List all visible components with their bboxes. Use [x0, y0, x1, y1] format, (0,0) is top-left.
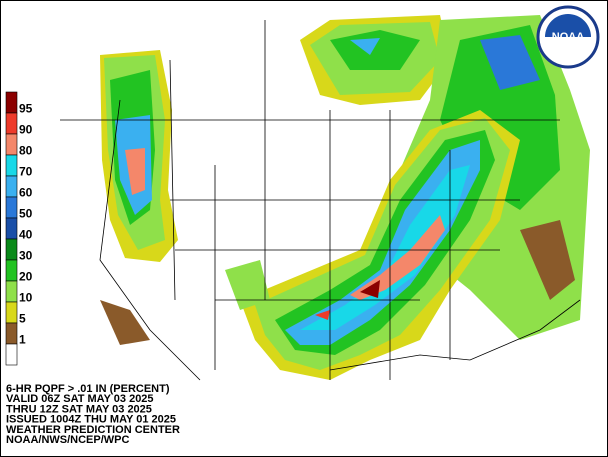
legend-swatch: [5, 196, 18, 219]
info-text: 6-HR PQPF > .01 IN (PERCENT)VALID 06Z SA…: [6, 383, 180, 446]
legend-label: 95: [19, 102, 33, 116]
legend-label: 1: [19, 333, 26, 347]
logo-text: NOAA: [552, 31, 584, 43]
legend-swatch: [5, 238, 18, 261]
legend-label: 20: [19, 270, 33, 284]
legend-label: 40: [19, 228, 33, 242]
legend-label: 80: [19, 144, 33, 158]
legend-label: 60: [19, 186, 33, 200]
legend-swatch: [5, 280, 18, 303]
info-line: WEATHER PREDICTION CENTER: [6, 424, 180, 436]
legend-swatch: [5, 343, 18, 366]
info-line: NOAA/NWS/NCEP/WPC: [6, 434, 130, 446]
legend-swatch: [5, 301, 18, 324]
legend-swatch: [5, 154, 18, 177]
boundaries: [60, 20, 581, 381]
legend-label: 10: [19, 291, 33, 305]
legend-swatch: [5, 133, 18, 156]
legend-label: 5: [19, 312, 26, 326]
legend-label: 70: [19, 165, 33, 179]
legend: 95 90 80 70 60 50 40 30 20 10 5 1: [5, 91, 33, 366]
legend-swatch: [5, 175, 18, 198]
noaa-logo: NOAA: [536, 5, 600, 69]
info-line: ISSUED 1004Z THU MAY 01 2025: [6, 414, 176, 426]
legend-label: 30: [19, 249, 33, 263]
legend-label: 50: [19, 207, 33, 221]
legend-swatch: [5, 259, 18, 282]
legend-label: 90: [19, 123, 33, 137]
legend-swatch: [5, 91, 18, 114]
legend-swatch: [5, 217, 18, 240]
info-line: THRU 12Z SAT MAY 03 2025: [6, 403, 152, 415]
legend-swatch: [5, 322, 18, 345]
info-line: VALID 06Z SAT MAY 03 2025: [6, 393, 154, 405]
legend-swatch: [5, 112, 18, 135]
info-line: 6-HR PQPF > .01 IN (PERCENT): [6, 383, 170, 395]
